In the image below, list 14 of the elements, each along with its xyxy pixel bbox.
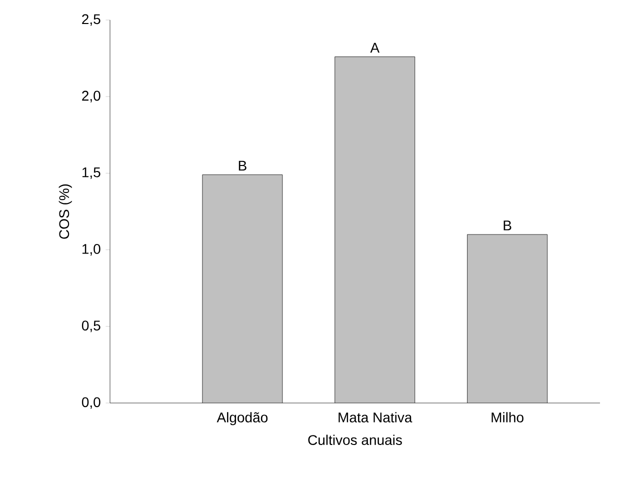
annotation: B <box>238 160 246 171</box>
y-axis-title: COS (%) <box>58 184 72 239</box>
y-tick-label: 0,5 <box>82 320 100 332</box>
y-tick-label: 2,5 <box>82 14 100 26</box>
x-tick-label: Algodão <box>216 412 268 426</box>
annotation: A <box>370 42 380 53</box>
annotation: B <box>504 220 512 230</box>
x-axis-title: Cultivos anuais <box>308 434 402 445</box>
y-tick-label: 0,0 <box>82 397 100 409</box>
y-tick-label: 1,0 <box>82 244 100 256</box>
y-tick-label: 2,0 <box>82 90 100 102</box>
y-tick-label: 1,5 <box>82 167 100 179</box>
x-tick-label: Milho <box>492 412 524 422</box>
x-tick-label: Mata Nativa <box>338 412 412 422</box>
